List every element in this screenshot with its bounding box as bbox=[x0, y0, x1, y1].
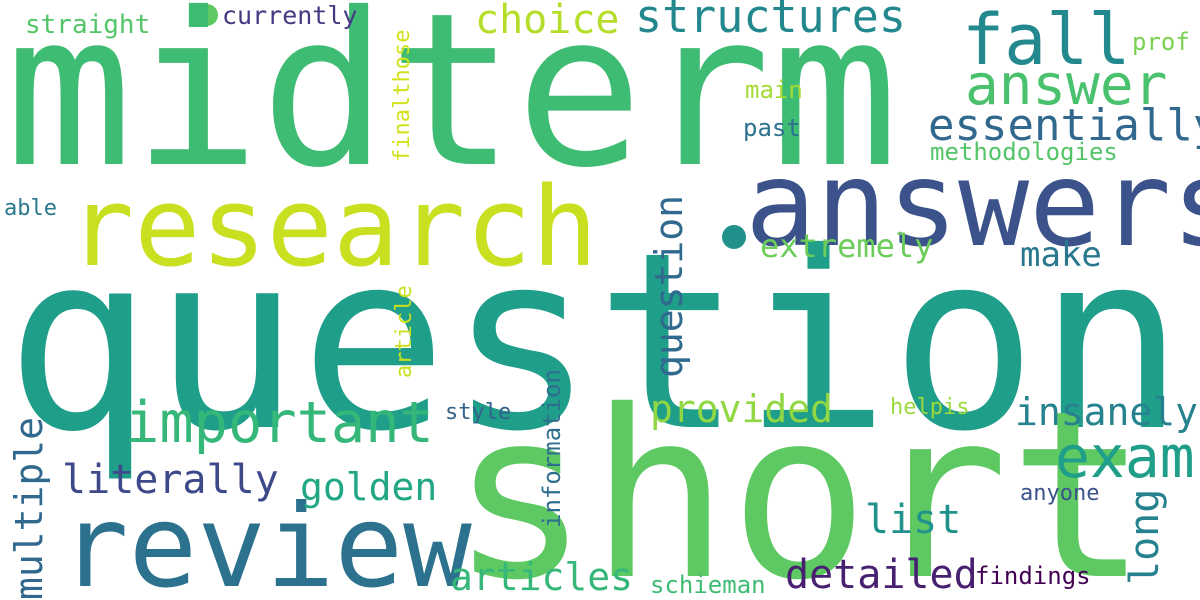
word-findings: findings bbox=[975, 562, 1091, 590]
word-currently: currently bbox=[222, 1, 358, 30]
word-long: long bbox=[1122, 488, 1168, 585]
word-research: research bbox=[68, 163, 598, 291]
word-detailed: detailed bbox=[785, 552, 978, 598]
word-choice: choice bbox=[475, 0, 620, 43]
word-midterm: midterm bbox=[5, 0, 899, 214]
word-answer: answer bbox=[965, 53, 1168, 118]
word-golden: golden bbox=[300, 465, 438, 509]
word-article: article bbox=[392, 285, 417, 378]
word-main: main bbox=[745, 76, 803, 104]
word-anyone: anyone bbox=[1020, 481, 1100, 506]
word-exam: exam bbox=[1055, 423, 1195, 491]
word-short: short bbox=[450, 361, 1149, 600]
word-style: style bbox=[445, 400, 512, 425]
word-straight: straight bbox=[25, 10, 151, 40]
word-schieman: schieman bbox=[650, 571, 766, 599]
dot-decoration bbox=[196, 4, 218, 26]
word-helpis: helpis bbox=[890, 395, 970, 420]
word-able: able bbox=[4, 196, 57, 221]
word-finalthose: finalthose bbox=[390, 29, 415, 162]
word-important: important bbox=[125, 390, 434, 456]
word-information: information bbox=[538, 369, 566, 528]
word-answers: answers bbox=[745, 135, 1200, 273]
word-questions: questions bbox=[5, 200, 1200, 485]
word-review: review bbox=[60, 480, 472, 600]
dot-decoration bbox=[722, 225, 746, 249]
word-extremely: extremely bbox=[760, 227, 934, 265]
word-literally: literally bbox=[62, 457, 279, 503]
word-insanely: insanely bbox=[1015, 390, 1199, 434]
word-multiple: multiple bbox=[7, 416, 51, 600]
word-structures: structures bbox=[635, 0, 906, 43]
word-question: question bbox=[647, 194, 691, 378]
word-methodologies: methodologies bbox=[930, 138, 1118, 166]
word-articles: articles bbox=[450, 555, 634, 599]
word-provided: provided bbox=[650, 387, 834, 431]
word-fall: fall bbox=[962, 0, 1131, 81]
word-make: make bbox=[1020, 235, 1102, 275]
word-essentially: essentially bbox=[928, 100, 1200, 151]
word-past: past bbox=[743, 114, 801, 142]
word-list: list bbox=[865, 497, 962, 543]
word-prof: prof bbox=[1132, 28, 1190, 56]
